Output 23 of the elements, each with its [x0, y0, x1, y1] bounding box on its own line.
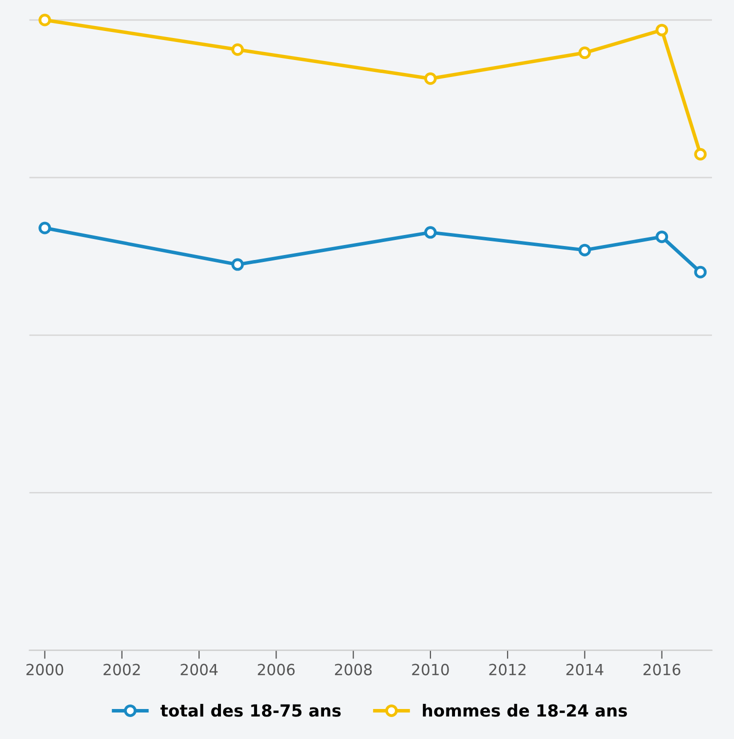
point: [578, 244, 591, 256]
point: [38, 14, 52, 26]
point: [38, 222, 52, 234]
point: [656, 24, 668, 36]
point: [424, 226, 437, 239]
x-tick-label: 2016: [644, 664, 680, 676]
x-tick-label: 2002: [104, 664, 140, 676]
x-tick-label: 2012: [489, 664, 526, 676]
point: [694, 148, 707, 161]
point: [231, 258, 244, 271]
x-tick-label: 2014: [566, 664, 604, 676]
x-tick-label: 2000: [26, 664, 64, 676]
point: [694, 266, 707, 278]
point: [578, 46, 591, 60]
point: [424, 72, 437, 85]
x-tick-label: 2006: [258, 664, 295, 676]
point: [656, 230, 668, 244]
x-tick-label: 2004: [180, 664, 218, 676]
legend-label: total des 18-75 ans: [160, 704, 341, 717]
x-tick-label: 2010: [412, 664, 449, 676]
point: [231, 43, 244, 56]
legend-label: hommes de 18-24 ans: [422, 704, 627, 717]
x-tick-label: 2008: [334, 664, 372, 676]
